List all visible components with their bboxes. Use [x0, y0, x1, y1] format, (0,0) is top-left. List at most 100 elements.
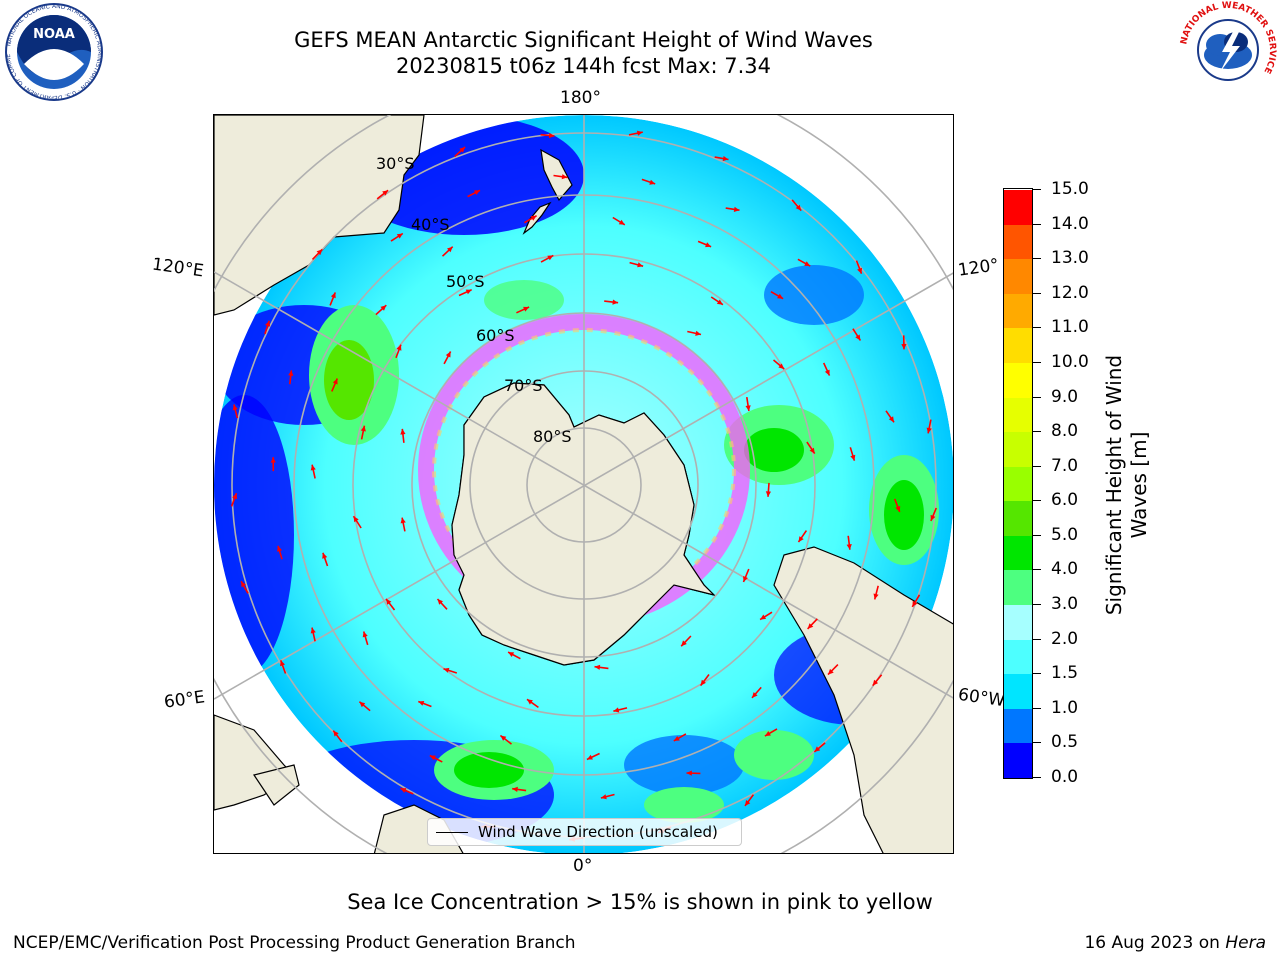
colorbar-tick: [1033, 569, 1041, 571]
colorbar-tick: [1033, 604, 1041, 606]
wave-direction-arrowhead: [561, 174, 568, 180]
legend-label: Wind Wave Direction (unscaled): [478, 823, 718, 841]
wave-direction-arrowhead: [360, 425, 366, 432]
wave-direction-arrowhead: [824, 369, 830, 376]
colorbar-segment: [1004, 569, 1032, 606]
wave-direction-arrowhead: [594, 664, 601, 670]
wave-direction-arrowhead: [465, 289, 472, 295]
colorbar-tick: [1033, 189, 1041, 190]
lon-label-60e: 60°E: [162, 687, 207, 713]
wave-direction-arrowhead: [846, 544, 852, 550]
colorbar-segment: [1004, 258, 1032, 294]
colorbar-tick-label: 1.0: [1051, 697, 1079, 718]
colorbar-tick: [1033, 361, 1041, 363]
footer-date: 16 Aug 2023 on Hera: [1084, 933, 1266, 953]
wave-direction-arrowhead: [280, 660, 285, 667]
wave-direction-arrowhead: [722, 156, 729, 162]
colorbar-segment: [1004, 466, 1032, 502]
colorbar-segment: [1004, 639, 1032, 675]
colorbar-segment: [1004, 535, 1032, 571]
wave-direction-arrowhead: [895, 506, 901, 512]
wave-direction-arrowhead: [733, 206, 740, 212]
wave-direction-arrowhead: [873, 593, 879, 600]
colorbar-tick-label: 2.0: [1051, 628, 1079, 649]
wave-direction-arrowhead: [437, 599, 443, 605]
colorbar-tick-label: 15.0: [1051, 179, 1089, 199]
wave-direction-arrowhead: [418, 701, 425, 706]
colorbar-tick-label: 0.0: [1051, 767, 1079, 787]
wave-direction-arrowhead: [508, 652, 515, 657]
wave-direction-arrowhead: [700, 679, 706, 686]
colorbar-tick: [1033, 258, 1041, 260]
wind-wave-arrows: [230, 130, 938, 842]
wave-direction-arrowhead: [332, 378, 338, 385]
wave-direction-arrowhead: [872, 679, 879, 686]
colorbar-tick-label: 3.0: [1051, 594, 1079, 615]
wave-direction-arrowhead: [310, 627, 316, 634]
colorbar-tick: [1033, 431, 1041, 433]
colorbar-tick: [1033, 707, 1041, 709]
colorbar: [1003, 188, 1033, 779]
colorbar-tick: [1033, 327, 1041, 329]
footer-branch: NCEP/EMC/Verification Post Processing Pr…: [13, 933, 576, 953]
colorbar-segment: [1004, 224, 1032, 260]
wave-direction-arrowhead: [474, 190, 480, 195]
wave-direction-arrowhead: [400, 517, 406, 524]
colorbar-tick-label: 6.0: [1051, 490, 1079, 511]
wave-direction-arrowhead: [745, 800, 751, 806]
lon-label-120w: 120°: [956, 255, 1001, 281]
colorbar-segment: [1004, 604, 1032, 640]
lat-label-50s: 50°S: [446, 272, 485, 291]
wave-direction-arrowhead: [288, 370, 294, 376]
wave-direction-arrowhead: [618, 219, 625, 225]
wave-direction-arrowhead: [612, 299, 619, 305]
wave-direction-arrowhead: [760, 614, 767, 620]
lon-label-180: 180°: [560, 88, 601, 108]
wave-direction-arrowhead: [512, 786, 518, 792]
nws-logo: NATIONAL WEATHER SERVICE: [1179, 1, 1277, 98]
colorbar-tick-label: 4.0: [1051, 559, 1079, 580]
chart-subtitle-run: 20230815 t06z 144h fcst Max: 7.34: [396, 54, 771, 78]
wave-direction-arrowhead: [912, 600, 918, 607]
colorbar-segment: [1004, 362, 1032, 398]
wave-direction-arrowhead: [695, 330, 701, 336]
wave-direction-arrowhead: [716, 299, 723, 305]
chart-title: GEFS MEAN Antarctic Significant Height o…: [294, 28, 873, 52]
wave-direction-arrowhead: [400, 788, 407, 793]
wave-direction-arrowhead: [265, 320, 271, 327]
colorbar-segment: [1004, 397, 1032, 433]
wave-direction-arrowhead: [459, 147, 466, 153]
lon-label-60w: 60°W: [956, 684, 1007, 712]
colorbar-tick: [1033, 673, 1041, 675]
wave-direction-arrowhead: [613, 707, 620, 713]
colorbar-tick-label: 11.0: [1051, 317, 1089, 338]
wave-direction-arrowhead: [500, 735, 507, 741]
wave-direction-arrowhead: [322, 552, 328, 559]
wave-direction-arrowhead: [241, 581, 246, 588]
colorbar-tick-label: 8.0: [1051, 421, 1079, 442]
wave-direction-arrowhead: [777, 293, 784, 299]
wave-direction-arrowhead: [382, 190, 389, 196]
wave-direction-arrowhead: [745, 405, 751, 411]
wave-direction-arrowhead: [795, 204, 802, 211]
wave-direction-arrowhead: [530, 215, 537, 221]
wave-direction-arrowhead: [600, 794, 607, 800]
wave-direction-arrowhead: [400, 428, 406, 435]
colorbar-tick: [1033, 396, 1041, 398]
footer-machine: Hera: [1225, 933, 1266, 953]
wave-direction-arrowhead: [778, 363, 785, 369]
wave-direction-arrowhead: [809, 447, 815, 454]
wave-direction-arrowhead: [850, 454, 856, 461]
lon-label-120e: 120°E: [150, 254, 205, 282]
colorbar-tick: [1033, 742, 1041, 744]
wave-direction-arrowhead: [814, 746, 821, 752]
colorbar-tick-label: 0.5: [1051, 732, 1079, 753]
colorbar-tick-label: 13.0: [1051, 248, 1089, 269]
wave-direction-arrowhead: [380, 305, 387, 311]
colorbar-tick: [1033, 638, 1041, 640]
polar-map: 30°S 40°S 50°S 60°S 70°S 80°S: [214, 115, 953, 853]
colorbar-segment: [1004, 189, 1032, 225]
colorbar-tick: [1033, 223, 1041, 225]
wave-direction-arrowhead: [527, 699, 533, 705]
wave-direction-arrowhead: [765, 491, 771, 497]
